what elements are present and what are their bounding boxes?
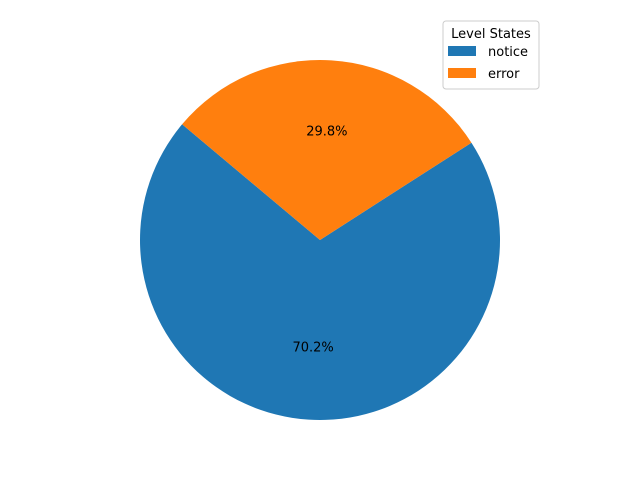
legend: Level States notice error bbox=[442, 20, 540, 90]
pie-percent-label-error: 29.8% bbox=[306, 125, 347, 140]
legend-label-error: error bbox=[488, 67, 520, 82]
legend-label-notice: notice bbox=[488, 45, 528, 60]
legend-items: notice error bbox=[448, 45, 528, 82]
pie-slice-error bbox=[182, 59, 472, 240]
pie-percent-label-notice: 70.2% bbox=[292, 340, 333, 355]
legend-swatch-error bbox=[448, 68, 476, 78]
legend-title: Level States bbox=[451, 27, 531, 42]
pie-slices bbox=[140, 59, 501, 420]
pie-slice-notice bbox=[140, 124, 501, 420]
legend-swatch-notice bbox=[448, 46, 476, 56]
pie-percent-labels: 70.2% 29.8% bbox=[292, 125, 347, 356]
